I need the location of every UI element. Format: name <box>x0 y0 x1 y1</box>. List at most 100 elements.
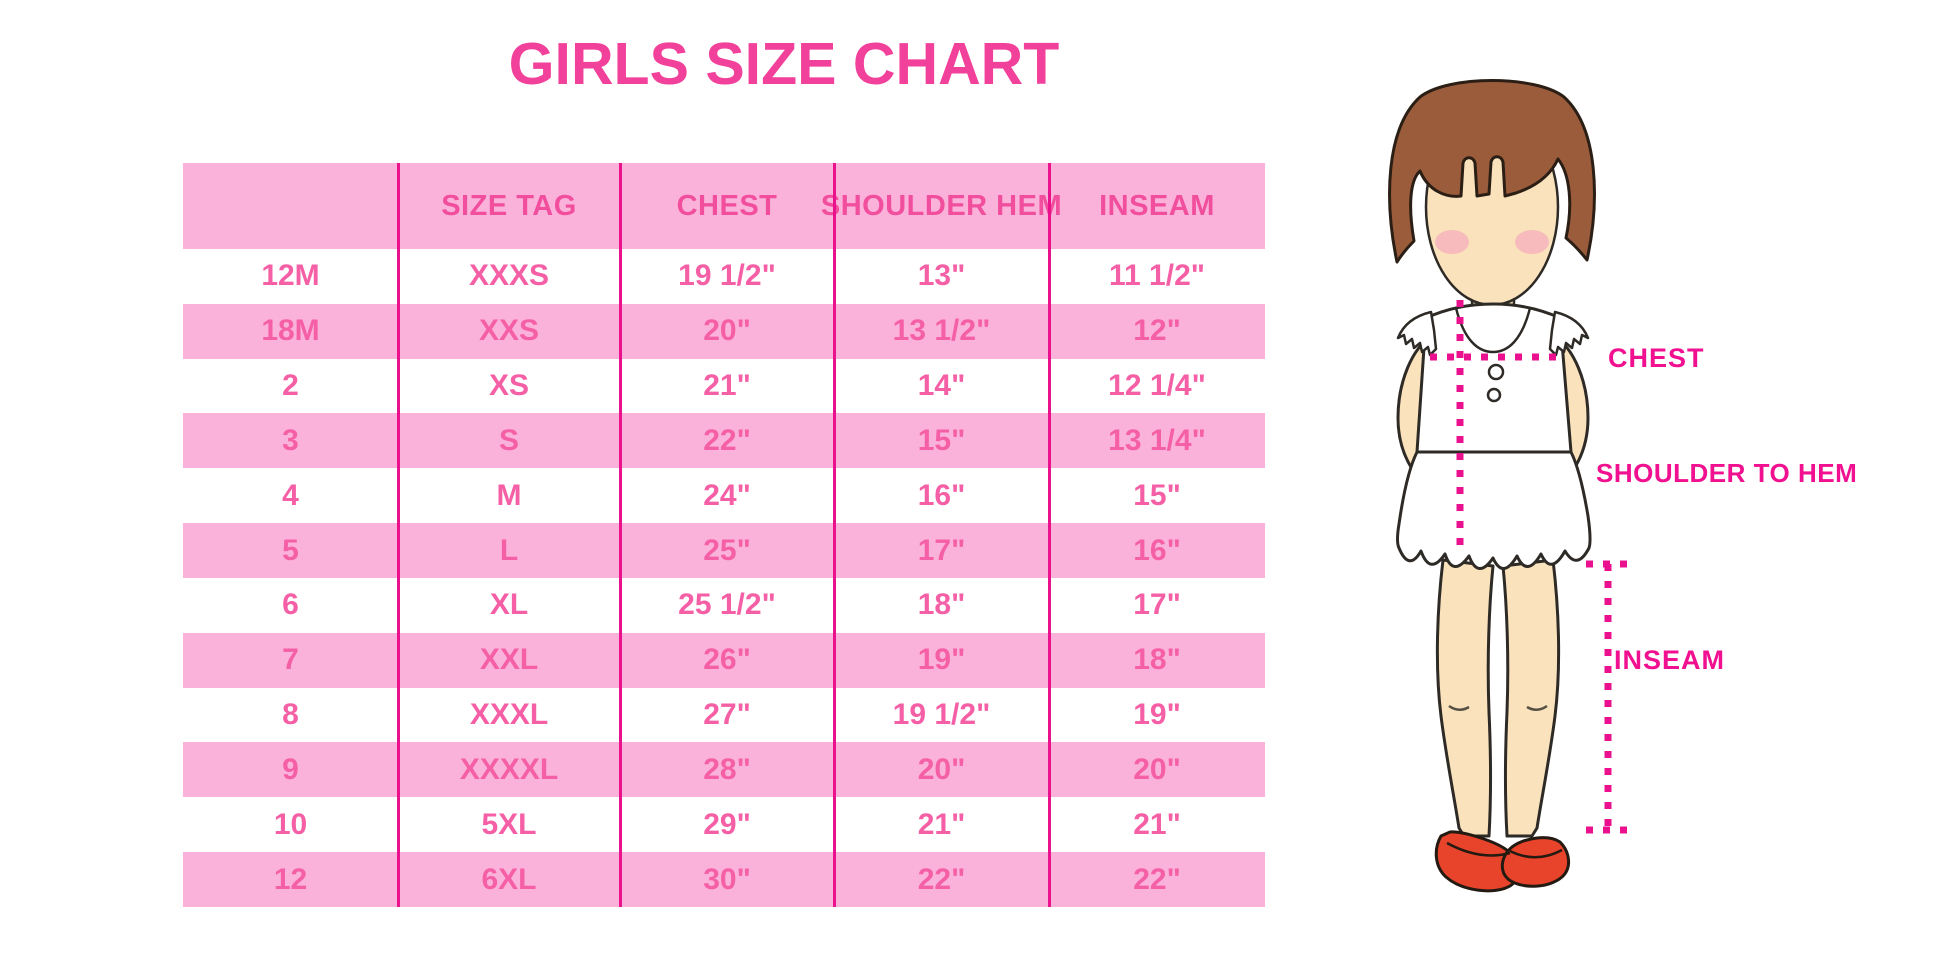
top-neckline <box>1454 307 1532 354</box>
table-cell: 18" <box>917 588 966 622</box>
size-table-header: SIZE TAG CHEST SHOULDER HEM INSEAM <box>183 163 1265 249</box>
table-cell: 30" <box>703 862 751 896</box>
table-cell: 19 1/2" <box>678 259 776 293</box>
blush-left <box>1435 230 1469 254</box>
table-cell: XXS <box>478 314 540 348</box>
girl-leg-right <box>1501 558 1561 838</box>
table-cell: 12" <box>1133 314 1181 348</box>
girl-shoe-right <box>1500 836 1570 888</box>
table-cell: 14" <box>917 369 966 403</box>
shoulder-to-hem-measure-label: SHOULDER TO HEM <box>1596 458 1858 488</box>
table-cell: 16" <box>1133 533 1181 567</box>
table-row: 7 XXL 26" 19" 18" <box>183 632 1265 688</box>
shoe-strap-left <box>1446 841 1511 857</box>
table-cell: 27" <box>703 698 751 732</box>
column-divider <box>618 163 622 907</box>
table-cell: 9 <box>282 752 299 786</box>
table-cell: 12 <box>273 862 308 896</box>
table-cell: 22" <box>1133 862 1181 896</box>
table-cell: 3 <box>282 423 299 457</box>
chest-measure-label: CHEST <box>1608 343 1705 373</box>
table-cell: 13 1/4" <box>1108 423 1206 457</box>
table-cell: 5 <box>282 533 299 567</box>
table-cell: 12 1/4" <box>1108 369 1206 403</box>
girl-figure-illustration <box>1388 79 1630 893</box>
table-cell: 20" <box>1133 752 1181 786</box>
column-header: CHEST <box>676 189 778 222</box>
table-cell: 10 <box>273 807 308 841</box>
table-cell: 15" <box>917 423 966 457</box>
table-row: 8 XXXL 27" 19 1/2" 19" <box>183 687 1265 743</box>
table-cell: XXXS <box>468 259 550 293</box>
table-cell: XXXXL <box>459 752 559 786</box>
table-row: 6 XL 25 1/2" 18" 17" <box>183 577 1265 633</box>
table-cell: 25" <box>703 533 751 567</box>
table-cell: 26" <box>703 643 751 677</box>
table-cell: 17" <box>1133 588 1181 622</box>
column-divider <box>396 163 400 907</box>
table-cell: 13 1/2" <box>892 314 991 348</box>
table-cell: 22" <box>703 423 751 457</box>
page-title: GIRLS SIZE CHART <box>508 31 1060 97</box>
table-cell: 28" <box>703 752 751 786</box>
table-row: 10 5XL 29" 21" 21" <box>183 797 1265 853</box>
table-cell: 13" <box>917 259 966 293</box>
table-cell: L <box>499 533 519 567</box>
table-cell: 25 1/2" <box>678 588 776 622</box>
table-row: 18M XXS 20" 13 1/2" 12" <box>183 303 1265 359</box>
blush-right <box>1515 230 1549 254</box>
table-cell: M <box>496 478 522 512</box>
column-header: SHOULDER HEM <box>820 189 1063 222</box>
table-row: 12M XXXS 19 1/2" 13" 11 1/2" <box>183 249 1265 304</box>
inseam-measure-label: INSEAM <box>1614 645 1726 675</box>
table-row: 5 L 25" 17" 16" <box>183 523 1265 578</box>
column-divider <box>1047 163 1051 907</box>
table-cell: 16" <box>917 478 966 512</box>
column-header <box>183 163 398 249</box>
table-cell: 12M <box>261 259 320 293</box>
column-header: INSEAM <box>1099 189 1215 222</box>
table-cell: 8 <box>282 698 299 732</box>
table-cell: 17" <box>917 533 966 567</box>
ruffle-sleeve-left <box>1396 310 1438 357</box>
table-cell: XXXL <box>469 698 549 732</box>
column-divider <box>832 163 836 907</box>
table-cell: 18M <box>261 314 320 348</box>
table-cell: 7 <box>282 643 299 677</box>
table-cell: 2 <box>282 369 299 403</box>
table-cell: S <box>498 423 519 457</box>
top-button <box>1486 387 1502 403</box>
table-cell: 21" <box>703 369 751 403</box>
table-cell: XL <box>489 588 529 622</box>
column-header: SIZE TAG <box>441 189 577 222</box>
table-cell: 20" <box>703 314 751 348</box>
table-cell: 19" <box>917 643 966 677</box>
table-row: 4 M 24" 16" 15" <box>183 468 1265 524</box>
table-cell: 19" <box>1133 698 1181 732</box>
table-cell: 4 <box>282 478 299 512</box>
table-cell: 22" <box>917 862 966 896</box>
table-cell: 24" <box>703 478 751 512</box>
table-row: 2 XS 21" 14" 12 1/4" <box>183 358 1265 414</box>
table-cell: 21" <box>917 807 966 841</box>
table-cell: 18" <box>1133 643 1181 677</box>
table-cell: 11 1/2" <box>1109 259 1205 293</box>
table-cell: 5XL <box>481 807 537 841</box>
knee-crease-left <box>1448 704 1470 711</box>
table-cell: 29" <box>703 807 751 841</box>
table-cell: 15" <box>1133 478 1181 512</box>
table-cell: 21" <box>1133 807 1181 841</box>
table-row: 9 XXXXL 28" 20" 20" <box>183 742 1265 798</box>
top-button <box>1487 363 1505 381</box>
girl-leg-left <box>1435 558 1495 838</box>
table-cell: XS <box>488 369 530 403</box>
table-cell: 19 1/2" <box>892 698 991 732</box>
shoe-strap-right <box>1509 848 1563 859</box>
girl-hair <box>1388 79 1596 264</box>
table-cell: 6 <box>282 588 299 622</box>
size-table: SIZE TAG CHEST SHOULDER HEM INSEAM 12M XXXS 1… <box>183 163 1265 907</box>
table-cell: XXL <box>479 643 539 677</box>
table-row: 3 S 22" 15" 13 1/4" <box>183 413 1265 469</box>
girl-skirt <box>1396 450 1592 570</box>
